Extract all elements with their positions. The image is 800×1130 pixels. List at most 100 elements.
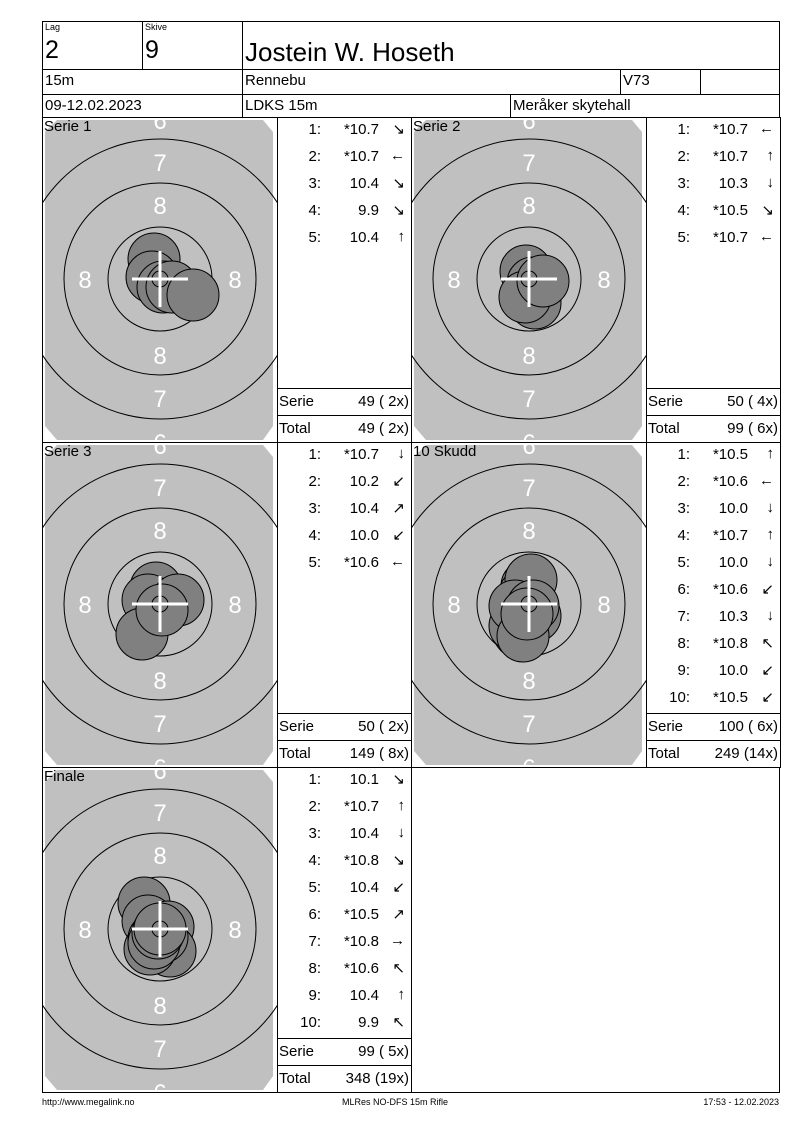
target-face: 6 7 8 8 8 8 7 6 <box>43 758 277 1107</box>
ring-label-6: 6 <box>153 1080 166 1092</box>
ring-label-8: 8 <box>228 917 241 944</box>
shot-number: 3: <box>308 500 321 517</box>
ring-label-7: 7 <box>522 475 535 502</box>
shot-hole <box>516 254 570 308</box>
shot-row: 3: 10.4 ↗ <box>277 500 411 527</box>
shot-row: 6: *10.5 ↗ <box>277 906 411 933</box>
shot-number: 5: <box>308 229 321 246</box>
shot-number: 7: <box>677 608 690 625</box>
ring-8 <box>432 507 626 701</box>
shot-score: *10.6 <box>343 960 379 977</box>
direction-arrow-icon: ↓ <box>397 445 406 462</box>
shot-score: *10.7 <box>712 527 748 544</box>
ring-label-8: 8 <box>228 267 241 294</box>
shot-score: 10.0 <box>718 554 748 571</box>
shot-score: *10.7 <box>712 229 748 246</box>
skive-value: 9 <box>145 36 159 64</box>
shot-list: 1: 10.1 ↘ 2: *10.7 ↑ 3: 10.4 ↓ 4: *10.8 … <box>277 768 411 1092</box>
shot-number: 10: <box>300 1014 321 1031</box>
serie-label: Serie <box>279 393 315 410</box>
shot-row: 9: 10.0 ↙ <box>646 662 780 689</box>
total-sum: Total 149 ( 8x) <box>277 740 411 768</box>
shot-number: 10: <box>669 689 690 706</box>
shot-number: 2: <box>308 798 321 815</box>
direction-arrow-icon: ↙ <box>392 527 405 544</box>
direction-arrow-icon: ↑ <box>766 526 775 543</box>
panel-title: Serie 1 <box>44 118 92 135</box>
shot-hole <box>500 587 554 641</box>
serie-sum: Serie 99 ( 5x) <box>277 1038 411 1066</box>
direction-arrow-icon: ↓ <box>766 499 775 516</box>
shot-score: 9.9 <box>358 1014 379 1031</box>
direction-arrow-icon: ↘ <box>392 121 405 138</box>
ring-label-8: 8 <box>153 518 166 545</box>
shot-row: 4: 9.9 ↘ <box>277 202 411 229</box>
ring-label-7: 7 <box>522 711 535 738</box>
total-value: 249 (14x) <box>714 745 778 762</box>
shot-row: 1: *10.7 ← <box>646 120 780 148</box>
shot-row: 8: *10.6 ↖ <box>277 960 411 987</box>
shot-score: *10.7 <box>343 121 379 138</box>
ring-label-6: 6 <box>153 768 166 785</box>
direction-arrow-icon: ↗ <box>392 906 405 923</box>
ring-label-7: 7 <box>522 386 535 413</box>
total-value: 149 ( 8x) <box>349 745 409 762</box>
ring-7 <box>43 138 277 420</box>
shot-number: 7: <box>308 933 321 950</box>
ring-label-8: 8 <box>522 343 535 370</box>
shot-row: 4: 10.0 ↙ <box>277 527 411 554</box>
total-sum: Total 99 ( 6x) <box>646 415 780 443</box>
shot-number: 2: <box>308 148 321 165</box>
ring-label-6: 6 <box>153 118 166 135</box>
shot-number: 5: <box>677 229 690 246</box>
ring-label-6: 6 <box>153 430 166 442</box>
shot-score: 10.4 <box>349 229 379 246</box>
shot-score: *10.7 <box>343 446 379 463</box>
shot-list: 1: *10.7 ← 2: *10.7 ↑ 3: 10.3 ↓ 4: *10.5… <box>646 118 780 442</box>
ring-8 <box>432 182 626 376</box>
shot-score: *10.5 <box>712 446 748 463</box>
serie-value: 50 ( 4x) <box>727 393 778 410</box>
target-face: 6 7 8 8 8 8 7 6 <box>412 108 646 457</box>
target: 6 7 8 8 8 8 7 6 Serie 1 <box>43 108 278 457</box>
direction-arrow-icon: ↙ <box>392 473 405 490</box>
direction-arrow-icon: ↗ <box>392 500 405 517</box>
empty-panel <box>411 767 780 1093</box>
shot-score: *10.6 <box>712 581 748 598</box>
shot-row: 2: 10.2 ↙ <box>277 473 411 500</box>
shot-list: 1: *10.5 ↑ 2: *10.6 ← 3: 10.0 ↓ 4: *10.7… <box>646 443 780 767</box>
direction-arrow-icon: ↙ <box>761 581 774 598</box>
ring-label-8: 8 <box>153 193 166 220</box>
shot-row: 2: *10.7 ↑ <box>277 797 411 825</box>
distance: 15m <box>42 69 243 95</box>
crosshair <box>132 251 188 307</box>
shot-number: 5: <box>677 554 690 571</box>
footer-url[interactable]: http://www.megalink.no <box>42 1097 135 1107</box>
direction-arrow-icon: ↙ <box>761 689 774 706</box>
shot-row: 2: *10.6 ← <box>646 472 780 500</box>
direction-arrow-icon: ↓ <box>766 174 775 191</box>
direction-arrow-icon: ↖ <box>761 635 774 652</box>
shot-number: 3: <box>677 175 690 192</box>
shot-number: 1: <box>308 446 321 463</box>
shot-row: 2: *10.7 ← <box>277 147 411 175</box>
ring-label-6: 6 <box>153 443 166 460</box>
shot-row: 5: 10.0 ↓ <box>646 553 780 581</box>
shot-number: 1: <box>308 121 321 138</box>
shot-score: *10.8 <box>343 852 379 869</box>
class: V73 <box>620 69 701 95</box>
series-panel: 6 7 8 8 8 8 7 6 10 Skudd 1: *10.5 ↑ 2: *… <box>411 433 781 782</box>
shot-number: 3: <box>308 175 321 192</box>
shot-row: 2: *10.7 ↑ <box>646 147 780 175</box>
direction-arrow-icon: ↓ <box>766 553 775 570</box>
shot-number: 1: <box>308 771 321 788</box>
direction-arrow-icon: ← <box>759 120 774 137</box>
direction-arrow-icon: ↓ <box>766 607 775 624</box>
shot-row: 1: 10.1 ↘ <box>277 771 411 798</box>
shot-row: 1: *10.7 ↘ <box>277 121 411 148</box>
ring-label-7: 7 <box>153 800 166 827</box>
shot-number: 4: <box>308 527 321 544</box>
series-panel: 6 7 8 8 8 8 7 6 Serie 1 1: *10.7 ↘ 2: *1… <box>42 108 412 457</box>
shot-number: 2: <box>677 148 690 165</box>
shot-row: 3: 10.4 ↓ <box>277 824 411 852</box>
